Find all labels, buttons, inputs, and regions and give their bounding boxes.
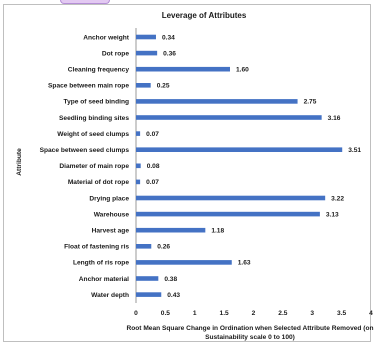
y-tick-label: Warehouse (94, 211, 130, 218)
y-tick-label: Float of fastening ris (64, 244, 129, 251)
x-tick-label: 2.5 (278, 310, 287, 317)
bar-value-label: 3.22 (331, 195, 344, 202)
bar (136, 195, 326, 201)
y-tick-label: Weight of seed clumps (57, 131, 129, 138)
bar (136, 244, 152, 249)
y-tick-label: Type of seed binding (64, 99, 129, 106)
bar-value-label: 0.25 (157, 83, 170, 90)
bar-value-label: 1.18 (211, 228, 224, 235)
bar-value-label: 0.43 (167, 292, 180, 299)
bar-value-label: 2.75 (304, 99, 317, 106)
x-tick-label: 1.5 (220, 310, 229, 317)
x-axis-title-line1: Root Mean Square Change in Ordination wh… (126, 325, 373, 332)
y-tick-label: Seedling binding sites (59, 115, 129, 122)
y-tick-label: Material of dot rope (68, 179, 130, 186)
y-tick-label: Cleaning frequency (68, 67, 130, 74)
bar (136, 147, 343, 152)
bar (136, 131, 141, 136)
bar-value-label: 3.16 (328, 115, 341, 122)
bar (136, 260, 232, 265)
y-axis-title: Attribute (16, 148, 23, 176)
y-tick-label: Anchor material (79, 276, 129, 283)
y-tick-label: Drying place (89, 195, 129, 202)
y-tick-label: Anchor weight (83, 34, 130, 41)
x-tick-label: 1 (193, 310, 197, 317)
bar-value-label: 0.07 (146, 179, 159, 186)
bar (136, 292, 162, 297)
bar (136, 179, 141, 185)
chart-frame (3, 4, 371, 342)
bar-value-label: 1.60 (236, 67, 249, 74)
x-tick-label: 0.5 (161, 310, 170, 317)
x-tick-label: 0 (134, 310, 138, 317)
bar (136, 66, 230, 72)
y-tick-label: Space between main rope (48, 83, 129, 90)
bar-value-label: 1.63 (238, 260, 251, 267)
bar (136, 99, 298, 104)
y-tick-label: Length of ris rope (73, 260, 129, 267)
y-tick-label: Space between seed clumps (40, 147, 130, 154)
bar-value-label: 0.36 (163, 50, 176, 57)
y-tick-label: Harvest age (92, 228, 130, 235)
bar-value-label: 0.26 (157, 244, 170, 251)
y-tick-label: Dot rope (102, 50, 129, 57)
bar (136, 83, 151, 88)
x-ticks-group: 0 0.5 1 1.5 2 2.5 3 3.5 4 (134, 310, 373, 317)
bar (136, 227, 206, 233)
bars-group: Anchor weight 0.34 Dot rope 0.36 Cleaning fr… (40, 34, 362, 299)
y-tick-label: Diameter of main rope (59, 163, 129, 170)
bar (136, 163, 141, 169)
bar (136, 34, 156, 40)
y-tick-label: Water depth (91, 292, 129, 299)
x-axis-title-line2: Sustainability scale 0 to 100) (205, 334, 295, 341)
bar (136, 50, 158, 56)
x-tick-label: 2 (252, 310, 256, 317)
bar-value-label: 3.51 (348, 147, 361, 154)
bar-value-label: 0.34 (162, 34, 175, 41)
bar (136, 276, 159, 281)
bar-value-label: 3.13 (326, 211, 339, 218)
bar-value-label: 0.07 (146, 131, 159, 138)
chart-title: Leverage of Attributes (162, 11, 247, 20)
x-tick-label: 3.5 (337, 310, 346, 317)
x-tick-label: 3 (310, 310, 314, 317)
bar (136, 115, 322, 120)
bar-value-label: 0.08 (147, 163, 160, 170)
bar-value-label: 0.38 (164, 276, 177, 283)
bar (136, 211, 320, 217)
x-tick-label: 4 (369, 310, 373, 317)
